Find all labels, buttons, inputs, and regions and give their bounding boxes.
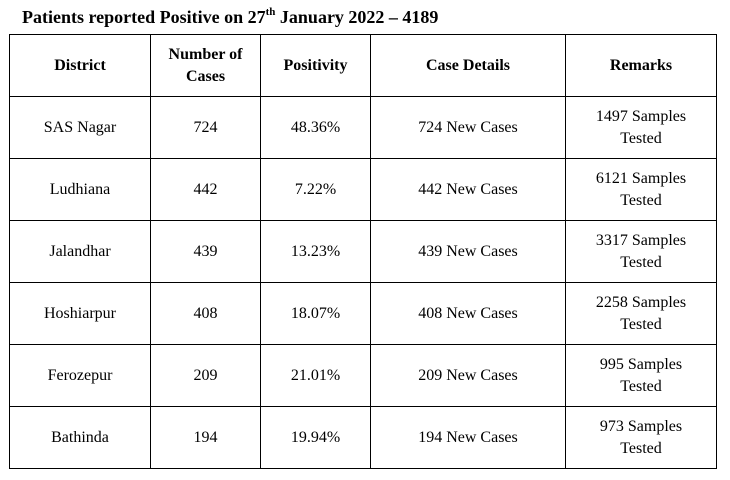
cell-positivity: 18.07% bbox=[260, 282, 371, 345]
cell-case-details: 439 New Cases bbox=[370, 220, 566, 283]
cell-positivity: 13.23% bbox=[260, 220, 371, 283]
cell-remarks: 973 Samples Tested bbox=[565, 406, 717, 469]
table-row: Bathinda 194 19.94% 194 New Cases 973 Sa… bbox=[9, 406, 717, 469]
cell-number-of-cases: 439 bbox=[150, 220, 261, 283]
table-row: Jalandhar 439 13.23% 439 New Cases 3317 … bbox=[9, 220, 717, 283]
remarks-text: 973 Samples Tested bbox=[599, 417, 683, 457]
cell-number-of-cases: 442 bbox=[150, 158, 261, 221]
cell-case-details: 194 New Cases bbox=[370, 406, 566, 469]
cell-remarks: 2258 Samples Tested bbox=[565, 282, 717, 345]
table-row: Ludhiana 442 7.22% 442 New Cases 6121 Sa… bbox=[9, 158, 717, 221]
title-suffix: January 2022 – 4189 bbox=[275, 7, 439, 27]
header-district: District bbox=[9, 34, 151, 97]
cell-positivity: 48.36% bbox=[260, 96, 371, 159]
cell-remarks: 1497 Samples Tested bbox=[565, 96, 717, 159]
cell-district: Ferozepur bbox=[9, 344, 151, 407]
cell-number-of-cases: 724 bbox=[150, 96, 261, 159]
cell-remarks: 995 Samples Tested bbox=[565, 344, 717, 407]
table-row: SAS Nagar 724 48.36% 724 New Cases 1497 … bbox=[9, 96, 717, 159]
header-remarks: Remarks bbox=[565, 34, 717, 97]
cell-case-details: 724 New Cases bbox=[370, 96, 566, 159]
cell-number-of-cases: 408 bbox=[150, 282, 261, 345]
cell-positivity: 7.22% bbox=[260, 158, 371, 221]
remarks-text: 3317 Samples Tested bbox=[595, 231, 687, 271]
cell-remarks: 6121 Samples Tested bbox=[565, 158, 717, 221]
cell-district: SAS Nagar bbox=[9, 96, 151, 159]
remarks-text: 6121 Samples Tested bbox=[595, 169, 687, 209]
cell-case-details: 442 New Cases bbox=[370, 158, 566, 221]
table-row: Ferozepur 209 21.01% 209 New Cases 995 S… bbox=[9, 344, 717, 407]
cell-number-of-cases: 209 bbox=[150, 344, 261, 407]
table-header-row: District Number of Cases Positivity Case… bbox=[9, 34, 717, 97]
cell-case-details: 408 New Cases bbox=[370, 282, 566, 345]
cell-district: Jalandhar bbox=[9, 220, 151, 283]
page-title: Patients reported Positive on 27th Janua… bbox=[22, 7, 438, 28]
remarks-text: 2258 Samples Tested bbox=[595, 293, 687, 333]
cases-table: District Number of Cases Positivity Case… bbox=[9, 34, 717, 469]
title-superscript: th bbox=[265, 6, 276, 18]
cell-number-of-cases: 194 bbox=[150, 406, 261, 469]
header-positivity: Positivity bbox=[260, 34, 371, 97]
cell-positivity: 19.94% bbox=[260, 406, 371, 469]
cell-district: Ludhiana bbox=[9, 158, 151, 221]
cell-case-details: 209 New Cases bbox=[370, 344, 566, 407]
cell-remarks: 3317 Samples Tested bbox=[565, 220, 717, 283]
cell-positivity: 21.01% bbox=[260, 344, 371, 407]
header-number-of-cases: Number of Cases bbox=[150, 34, 261, 97]
header-number-of-cases-label: Number of Cases bbox=[168, 45, 243, 85]
cell-district: Bathinda bbox=[9, 406, 151, 469]
cell-district: Hoshiarpur bbox=[9, 282, 151, 345]
table-row: Hoshiarpur 408 18.07% 408 New Cases 2258… bbox=[9, 282, 717, 345]
header-case-details: Case Details bbox=[370, 34, 566, 97]
title-prefix: Patients reported Positive on 27 bbox=[22, 7, 266, 27]
remarks-text: 995 Samples Tested bbox=[599, 355, 683, 395]
remarks-text: 1497 Samples Tested bbox=[595, 107, 687, 147]
